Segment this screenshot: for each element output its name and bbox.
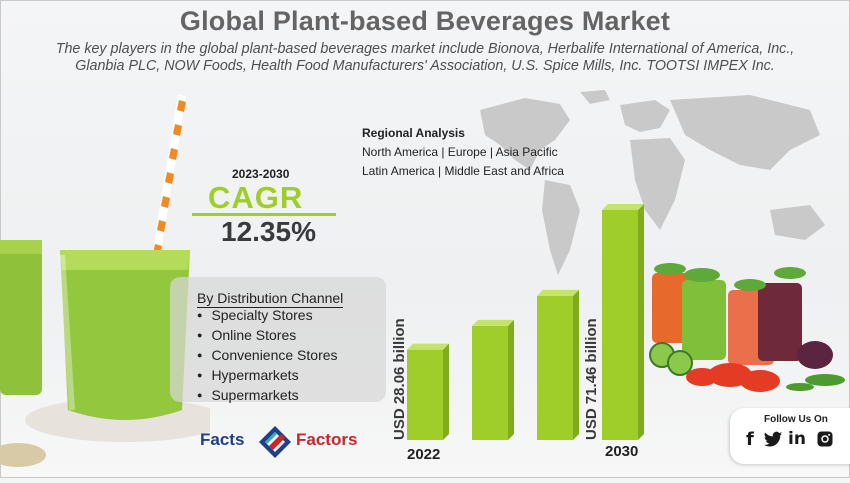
market-bar-chart: USD 28.06 billion USD 71.46 billion 2022… — [385, 200, 655, 478]
bar — [472, 319, 514, 440]
x-label-2030: 2030 — [605, 443, 639, 460]
regional-line-1: North America | Europe | Asia Pacific — [362, 145, 558, 159]
linkedin-icon[interactable]: in — [788, 429, 806, 449]
bar-top — [472, 319, 514, 326]
juice-glasses-illustration — [649, 263, 845, 392]
twitter-icon[interactable] — [763, 429, 783, 449]
bar-side — [638, 204, 644, 440]
follow-us-panel: Follow Us On f in — [730, 408, 850, 464]
bar — [537, 289, 579, 440]
bars-svg — [407, 204, 644, 440]
bar-top — [602, 204, 644, 210]
logo-mark-icon — [259, 426, 291, 458]
list-item: Convenience Stores — [197, 346, 337, 366]
facts-factors-logo: Facts Factors — [200, 424, 370, 460]
list-item: Online Stores — [197, 326, 338, 346]
distribution-list: Specialty Stores Online Stores Convenien… — [197, 306, 338, 406]
bar-side — [573, 289, 579, 440]
logo-text-factors: Factors — [296, 430, 358, 449]
page-title: Global Plant-based Beverages Market — [179, 6, 671, 36]
cagr-value: 12.35% — [221, 216, 316, 247]
bar — [407, 343, 449, 440]
world-map — [480, 90, 825, 275]
list-item: Hypermarkets — [197, 366, 338, 386]
cagr-underline — [192, 213, 336, 216]
bar-top — [537, 289, 579, 296]
bar-label-2022: USD 28.06 billion — [391, 318, 408, 440]
regional-line-2: Latin America | Middle East and Africa — [362, 164, 564, 178]
list-item: Supermarkets — [197, 386, 338, 406]
cagr-label: CAGR — [208, 180, 304, 215]
smoothie-illustration — [0, 94, 210, 467]
logo-text-facts: Facts — [200, 430, 245, 449]
bar-side — [508, 319, 514, 440]
bar-label-2030: USD 71.46 billion — [583, 318, 600, 440]
regional-title: Regional Analysis — [362, 126, 465, 140]
bar-front — [407, 349, 443, 440]
bar-front — [472, 325, 508, 440]
bar-top — [407, 343, 449, 350]
bar-front — [537, 295, 573, 440]
bar-side — [443, 343, 449, 440]
facebook-icon[interactable]: f — [746, 429, 754, 450]
distribution-channel-panel: By Distribution Channel Specialty Stores… — [170, 277, 386, 403]
bar-front — [602, 210, 638, 440]
x-label-2022: 2022 — [407, 446, 441, 463]
follow-title: Follow Us On — [764, 414, 828, 425]
instagram-icon[interactable] — [816, 429, 834, 449]
page-subtitle: The key players in the global plant-base… — [55, 41, 795, 74]
regional-analysis: Regional Analysis North America | Europe… — [362, 124, 564, 181]
bar — [602, 204, 644, 440]
cagr-years: 2023-2030 — [232, 167, 290, 181]
list-item: Specialty Stores — [197, 306, 338, 326]
